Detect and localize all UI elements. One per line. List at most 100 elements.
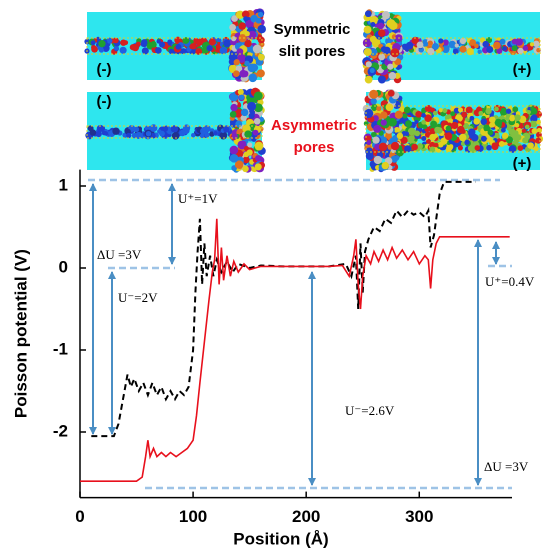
atom (365, 147, 374, 156)
atom (377, 29, 386, 37)
series-line (91, 180, 476, 438)
atom (496, 47, 503, 54)
atom (149, 124, 158, 132)
atom (252, 129, 259, 136)
atom (244, 30, 250, 37)
annotation: ΔU =3V (484, 459, 529, 474)
atom (87, 125, 94, 132)
atom (388, 13, 394, 19)
atom (536, 48, 541, 53)
atom (480, 135, 487, 142)
atom (500, 127, 506, 133)
annotation: U⁻=2.6V (345, 403, 395, 418)
atom (459, 133, 467, 142)
atom (103, 131, 109, 136)
atom (477, 49, 482, 54)
atom (199, 133, 205, 139)
atom (150, 41, 157, 48)
atom (243, 16, 249, 22)
atom (98, 40, 106, 48)
atom (529, 120, 538, 128)
atom (179, 129, 186, 137)
atom (237, 140, 247, 150)
electrode-sign: (-) (97, 61, 112, 78)
pore-outline (86, 37, 263, 55)
atom (235, 10, 245, 19)
atom (241, 70, 249, 78)
atom (237, 53, 247, 63)
atom (230, 121, 237, 128)
atom (254, 103, 263, 113)
atom (241, 10, 250, 19)
x-axis-label: Position (Å) (233, 529, 328, 548)
x-tick-label: 0 (75, 507, 84, 526)
atom (208, 38, 216, 46)
atom (517, 145, 524, 151)
atom (421, 113, 426, 118)
atom (536, 127, 543, 134)
atom (388, 117, 397, 127)
atom (373, 124, 382, 133)
atom (498, 140, 505, 147)
atom (430, 128, 435, 133)
atom (240, 114, 247, 122)
atom (390, 48, 400, 58)
atom (90, 40, 96, 46)
atom (445, 125, 452, 132)
atom (491, 142, 498, 148)
atom (452, 48, 459, 55)
atom (140, 41, 147, 47)
atom (524, 124, 530, 130)
atom (100, 125, 106, 131)
atom (533, 40, 540, 48)
atom (372, 136, 380, 144)
annotation: U⁻=2V (118, 290, 158, 305)
atom (429, 107, 436, 113)
atom (427, 47, 435, 56)
atom (394, 110, 403, 119)
atom (511, 45, 518, 52)
atom (228, 58, 236, 66)
atom (497, 122, 502, 128)
atom (231, 133, 238, 140)
atom (521, 128, 527, 133)
atom (234, 109, 244, 118)
atom (219, 131, 228, 140)
atom (469, 39, 477, 46)
atom (460, 141, 466, 146)
electrode-sign: (+) (513, 61, 532, 78)
atom (536, 131, 542, 138)
atom (398, 105, 405, 113)
atom (371, 105, 377, 112)
atom (126, 132, 132, 139)
atom (373, 155, 382, 165)
atom (502, 46, 507, 52)
atom (474, 43, 479, 49)
atom (464, 123, 469, 128)
atom (362, 38, 372, 48)
atom (468, 128, 476, 136)
atom (233, 59, 240, 66)
atom (364, 10, 372, 18)
atom (483, 124, 491, 132)
atom (120, 39, 127, 46)
atom (388, 72, 397, 80)
atom (394, 126, 401, 134)
atom (223, 39, 232, 48)
atom (244, 39, 252, 48)
atom (389, 21, 398, 30)
atom (400, 136, 408, 145)
atom (234, 160, 244, 169)
insets: Symmetric slit pores Asymmetric pores (-) (+)… (84, 8, 544, 173)
atom (487, 129, 494, 136)
atom (404, 131, 410, 137)
atom (432, 110, 438, 116)
atom (442, 108, 448, 114)
atom (95, 130, 102, 138)
atom (145, 130, 152, 137)
atom (363, 48, 372, 57)
atom (469, 115, 475, 121)
atom (380, 111, 388, 119)
atom (257, 36, 265, 44)
atom (425, 138, 432, 144)
